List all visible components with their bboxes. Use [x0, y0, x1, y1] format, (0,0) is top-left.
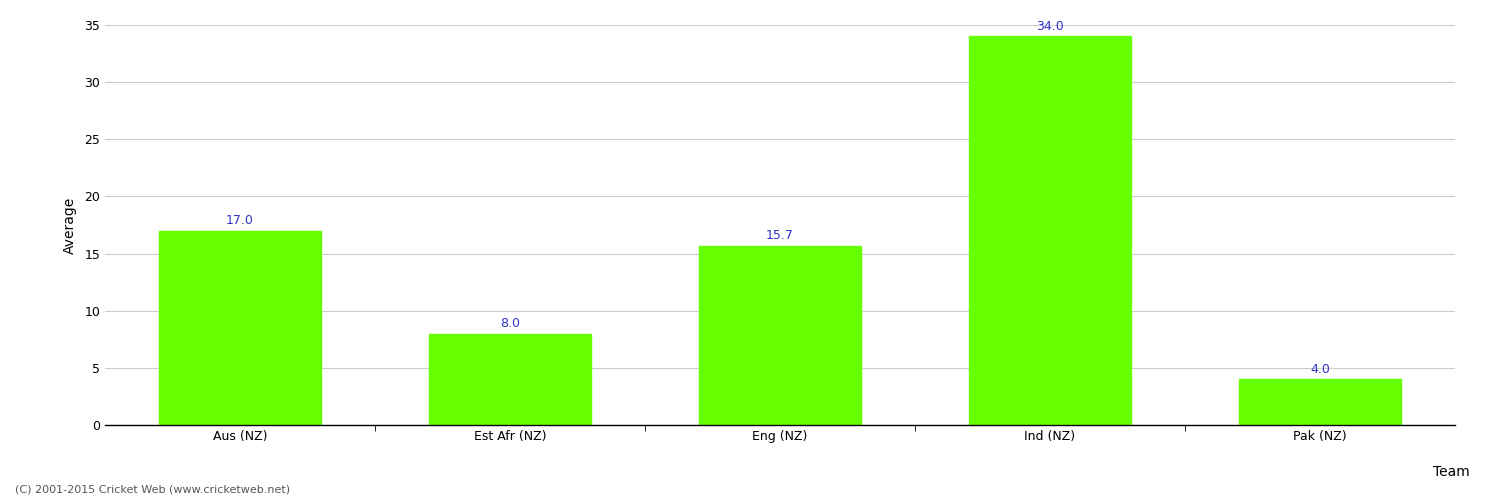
Text: 34.0: 34.0 [1036, 20, 1064, 33]
Bar [159, 230, 321, 425]
Text: (C) 2001-2015 Cricket Web (www.cricketweb.net): (C) 2001-2015 Cricket Web (www.cricketwe… [15, 485, 290, 495]
Bar [1239, 380, 1401, 425]
Text: 4.0: 4.0 [1310, 363, 1330, 376]
Y-axis label: Average: Average [63, 196, 78, 254]
Text: 8.0: 8.0 [500, 317, 520, 330]
Bar [969, 36, 1131, 425]
Text: 15.7: 15.7 [766, 229, 794, 242]
Bar [429, 334, 591, 425]
Text: 17.0: 17.0 [226, 214, 254, 228]
Text: Team: Team [1434, 465, 1470, 479]
Bar [699, 246, 861, 425]
